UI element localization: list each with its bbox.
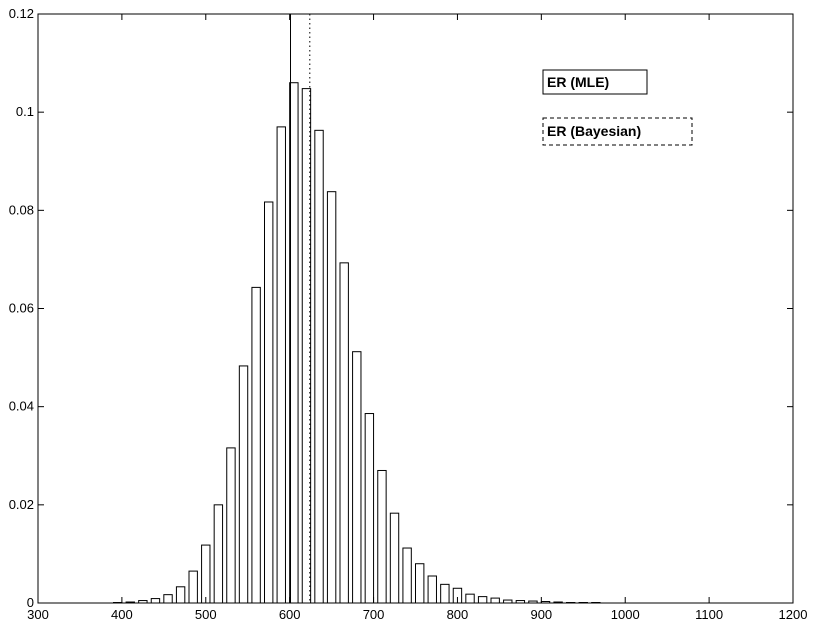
x-tick-label: 600 [279,607,301,622]
histogram-bar [163,594,173,604]
histogram-bar [150,598,161,604]
histogram-bar [377,469,387,604]
legend-mle: ER (MLE) [542,69,648,95]
y-tick-label: 0.08 [9,202,34,217]
x-tick-label: 1200 [779,607,808,622]
y-tick-label: 0.12 [9,6,34,21]
x-tick-label: 400 [111,607,133,622]
histogram-bar [201,544,211,604]
histogram-bar [264,201,274,604]
histogram-bar [352,351,362,604]
x-tick-label: 1100 [695,607,723,622]
histogram-bar [213,504,224,604]
y-tick-label: 0.06 [9,301,34,316]
histogram-bar [415,563,425,604]
plot-frame [37,13,794,604]
legend-mle-label: ER (MLE) [547,74,609,90]
x-tick-label: 300 [27,607,49,622]
histogram-bar [490,597,500,604]
histogram-bar [465,593,475,604]
histogram-bar [226,447,236,604]
x-axis: 300 400 500 600 700 800 900 1000 1100 1200 [27,14,807,622]
histogram-bar [427,575,437,604]
y-tick-label: 0.02 [9,497,34,512]
histogram-bar [364,413,375,604]
y-axis: 0 0.02 0.04 0.06 0.08 0.1 0.12 [9,6,793,610]
histogram-bar [389,512,400,604]
histogram-bar [326,191,337,604]
y-tick-label: 0 [27,595,34,610]
histogram-bar [276,126,286,604]
histogram-bar [188,570,198,604]
histogram-bar [238,365,249,604]
histogram-bar [314,129,324,604]
bars-layer [113,82,601,604]
histogram-bar [251,286,261,604]
x-tick-label: 500 [195,607,217,622]
histogram-bar [339,262,349,604]
legend-bayesian-label: ER (Bayesian) [547,123,641,139]
legend-mle-box [542,69,648,95]
x-tick-label: 1000 [611,607,640,622]
histogram-bar [301,88,312,604]
histogram-bar [175,586,186,604]
y-tick-label: 0.1 [16,104,34,119]
reference-lines [290,14,311,603]
histogram-bar [402,547,412,604]
legend-bayesian-box [542,117,693,146]
histogram-bar [477,596,488,604]
x-tick-label: 700 [363,607,385,622]
histogram-bar [440,583,450,604]
x-tick-label: 800 [447,607,469,622]
legend-bayesian: ER (Bayesian) [542,117,693,146]
y-tick-label: 0.04 [9,399,34,414]
x-tick-label: 900 [530,607,552,622]
